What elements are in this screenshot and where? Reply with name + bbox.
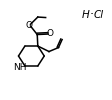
Text: H: H (82, 10, 90, 20)
Text: O: O (47, 29, 54, 38)
Text: Cl: Cl (94, 10, 104, 20)
Text: O: O (25, 20, 32, 30)
Text: ·: · (89, 8, 93, 22)
Text: NH: NH (13, 63, 27, 72)
